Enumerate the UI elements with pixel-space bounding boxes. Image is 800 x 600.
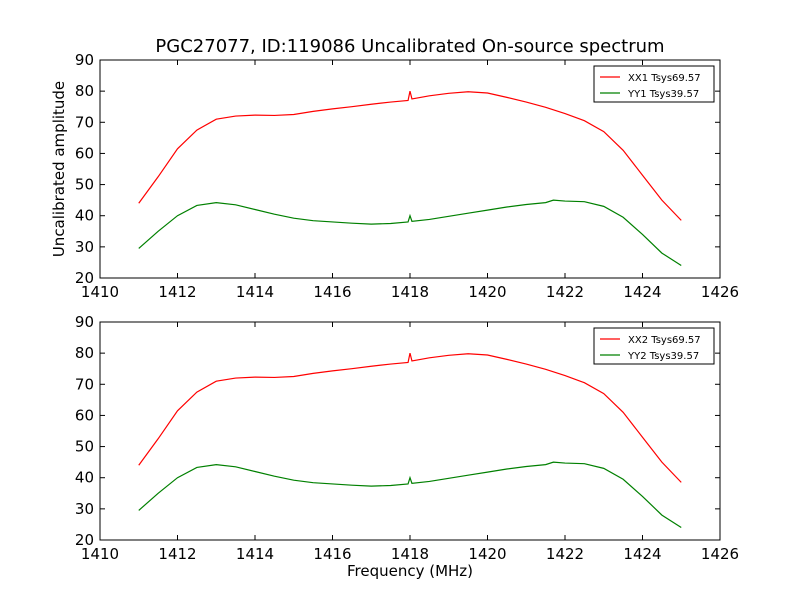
legend: XX2 Tsys69.57 YY2 Tsys39.57 — [593, 327, 715, 365]
x-tick-label: 1420 — [468, 545, 506, 563]
y-tick-label: 20 — [75, 269, 94, 287]
legend-entry: YY2 Tsys39.57 — [627, 351, 699, 362]
legend-entry: XX2 Tsys69.57 — [628, 335, 701, 346]
x-axis-label: Frequency (MHz) — [347, 562, 473, 580]
series-line-xx — [138, 90, 682, 221]
x-tick-label: 1422 — [546, 545, 584, 563]
legend-entry: XX1 Tsys69.57 — [628, 73, 701, 84]
series-line-yy — [138, 199, 682, 267]
x-tick-label: 1416 — [313, 545, 351, 563]
x-tick-label: 1410 — [81, 545, 119, 563]
y-tick-label: 50 — [75, 176, 94, 194]
y-tick-label: 30 — [75, 500, 94, 518]
series-line-xx — [138, 352, 682, 483]
x-tick-label: 1414 — [236, 545, 274, 563]
figure-title: PGC27077, ID:119086 Uncalibrated On-sour… — [155, 36, 664, 57]
y-tick-label: 20 — [75, 531, 94, 549]
legend-box — [593, 327, 715, 365]
legend-entry: YY1 Tsys39.57 — [627, 89, 699, 100]
x-tick-label: 1414 — [236, 283, 274, 301]
y-tick-label: 80 — [75, 82, 94, 100]
x-tick-label: 1412 — [158, 283, 196, 301]
x-tick-label: 1426 — [701, 545, 739, 563]
y-tick-label: 70 — [75, 375, 94, 393]
bottom-spectrum-panel: 1410 1412 1414 1416 1418 1420 1422 1424 1426 20 30… — [75, 313, 739, 580]
legend: XX1 Tsys69.57 YY1 Tsys39.57 — [593, 65, 715, 103]
x-tick-label: 1412 — [158, 545, 196, 563]
y-tick-label: 40 — [75, 469, 94, 487]
x-tick-label: 1418 — [391, 283, 429, 301]
x-tick-label: 1426 — [701, 283, 739, 301]
y-tick-label: 90 — [75, 313, 94, 331]
x-tick-label: 1424 — [623, 283, 661, 301]
top-spectrum-panel: 1410 1412 1414 1416 1418 1420 1422 1424 1426 20 30… — [50, 51, 739, 301]
y-tick-label: 60 — [75, 406, 94, 424]
x-tick-label: 1418 — [391, 545, 429, 563]
x-tick-label: 1424 — [623, 545, 661, 563]
y-tick-label: 70 — [75, 113, 94, 131]
y-axis-label: Uncalibrated amplitude — [50, 81, 68, 257]
series-line-yy — [138, 461, 682, 529]
x-tick-label: 1416 — [313, 283, 351, 301]
y-tick-label: 60 — [75, 144, 94, 162]
y-tick-label: 80 — [75, 344, 94, 362]
y-tick-label: 40 — [75, 207, 94, 225]
legend-box — [593, 65, 715, 103]
y-tick-label: 50 — [75, 438, 94, 456]
x-tick-label: 1420 — [468, 283, 506, 301]
y-tick-label: 30 — [75, 238, 94, 256]
x-tick-label: 1422 — [546, 283, 584, 301]
x-tick-label: 1410 — [81, 283, 119, 301]
y-tick-label: 90 — [75, 51, 94, 69]
